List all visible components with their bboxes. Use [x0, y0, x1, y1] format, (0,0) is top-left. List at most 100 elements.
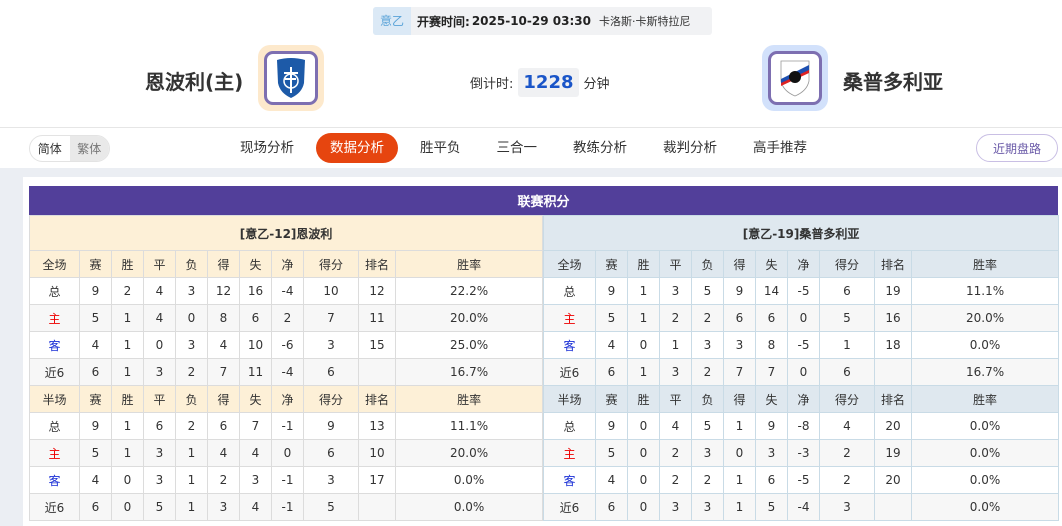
table-cell: 16.7%: [910, 358, 1060, 386]
column-header: 胜: [111, 250, 144, 278]
tab-5[interactable]: 裁判分析: [663, 140, 717, 156]
table-cell: 4: [79, 466, 112, 494]
recent-handicap-button[interactable]: 近期盘路: [976, 134, 1058, 162]
away-team-name[interactable]: 桑普多利亚: [843, 70, 943, 94]
table-cell: 3: [239, 466, 272, 494]
column-header: 排名: [358, 250, 396, 278]
column-header: 赛: [79, 385, 112, 413]
team-standing-title: [意乙-19]桑普多利亚: [542, 215, 1060, 251]
table-cell: 9: [79, 277, 112, 305]
away-team-logo[interactable]: [762, 45, 828, 111]
table-cell: 2: [819, 439, 875, 467]
table-cell: 0: [627, 493, 660, 521]
table-cell: 0.0%: [910, 466, 1060, 494]
table-cell: 1: [627, 304, 660, 332]
column-header: 得分: [303, 250, 359, 278]
table-cell: 1: [723, 466, 756, 494]
column-header: 胜: [627, 385, 660, 413]
column-header: 负: [691, 250, 724, 278]
table-cell: 10: [358, 439, 396, 467]
tab-1[interactable]: 数据分析: [316, 133, 398, 163]
simplified-button[interactable]: 简体: [37, 142, 62, 156]
table-cell: 4: [143, 277, 176, 305]
column-header: 胜率: [910, 250, 1060, 278]
column-header: 排名: [874, 250, 912, 278]
table-row: 总 9 1 3 5 9 14 -5 6 19 11.1%: [543, 277, 1060, 305]
standings-table: [意乙-19]桑普多利亚 全场赛胜平负得失净得分 排名 胜率总 9 1 3 5 9 14 -5 6 19…: [542, 215, 1060, 521]
home-team-name[interactable]: 恩波利(主): [145, 70, 244, 94]
tab-0[interactable]: 现场分析: [240, 140, 294, 156]
table-cell: 1: [111, 331, 144, 359]
row-label: 客: [543, 331, 596, 359]
column-header: 负: [175, 385, 208, 413]
column-header: 失: [755, 250, 788, 278]
table-cell: 4: [595, 331, 628, 359]
table-cell: 5: [79, 304, 112, 332]
table-cell: 0: [787, 304, 820, 332]
table-cell: 1: [111, 439, 144, 467]
table-cell: 6: [79, 493, 112, 521]
column-header: 平: [659, 385, 692, 413]
table-cell: 1: [627, 277, 660, 305]
table-cell: 17: [358, 466, 396, 494]
table-cell: 2: [271, 304, 304, 332]
divider: [0, 127, 1062, 128]
tab-3[interactable]: 三合一: [496, 140, 538, 156]
table-cell: 3: [659, 358, 692, 386]
empoli-crest-icon: [277, 58, 305, 98]
kickoff-label: 开赛时间:: [417, 14, 470, 29]
countdown-unit: 分钟: [583, 77, 610, 92]
column-header: 全场: [29, 250, 80, 278]
table-cell: 11: [239, 358, 272, 386]
column-header: 排名: [874, 385, 912, 413]
league-tag[interactable]: 意乙: [373, 7, 412, 35]
tab-6[interactable]: 高手推荐: [753, 140, 807, 156]
table-cell: 0: [175, 304, 208, 332]
table-cell: 9: [303, 412, 359, 440]
table-row: 近6 6 0 3 3 1 5 -4 3 0.0%: [543, 493, 1060, 521]
table-cell: -8: [787, 412, 820, 440]
table-cell: 4: [143, 304, 176, 332]
countdown-label: 倒计时:: [470, 77, 514, 92]
table-cell: 6: [303, 439, 359, 467]
countdown-value: 1228: [518, 68, 579, 97]
table-cell: 10: [239, 331, 272, 359]
table-cell: 1: [723, 493, 756, 521]
table-row: 总 9 2 4 3 12 16 -4 10 12 22.2%: [29, 277, 544, 305]
sampdoria-crest-icon: [780, 60, 810, 97]
row-label: 近6: [29, 493, 80, 521]
table-cell: 20.0%: [394, 304, 544, 332]
table-cell: 3: [723, 331, 756, 359]
table-cell: 1: [111, 412, 144, 440]
league-standings-title: 联赛积分: [29, 186, 1058, 215]
table-cell: -6: [271, 331, 304, 359]
table-cell: 3: [143, 466, 176, 494]
column-header: 失: [239, 250, 272, 278]
table-cell: 3: [143, 358, 176, 386]
tab-4[interactable]: 教练分析: [573, 140, 627, 156]
half-header-row: 半场赛胜平负得失净得分 排名 胜率: [543, 385, 1060, 413]
home-team-logo[interactable]: [258, 45, 324, 111]
traditional-button[interactable]: 繁体: [69, 136, 109, 161]
table-cell: 6: [819, 277, 875, 305]
tab-2[interactable]: 胜平负: [420, 140, 461, 156]
home-standings: [意乙-12]恩波利 全场赛胜平负得失净得分 排名 胜率总 9 2 4 3 12 16 -4 10 12…: [28, 215, 544, 521]
column-header: 赛: [79, 250, 112, 278]
table-cell: 2: [659, 304, 692, 332]
table-cell: 3: [659, 493, 692, 521]
column-header: 得: [723, 385, 756, 413]
table-cell: [358, 358, 396, 386]
table-cell: 3: [175, 331, 208, 359]
table-cell: 2: [691, 304, 724, 332]
column-header: 胜: [627, 250, 660, 278]
venue: 卡洛斯·卡斯特拉尼: [598, 15, 691, 28]
table-cell: 20.0%: [394, 439, 544, 467]
table-cell: 3: [691, 439, 724, 467]
column-header: 胜: [111, 385, 144, 413]
table-cell: 0: [787, 358, 820, 386]
table-cell: 8: [207, 304, 240, 332]
table-cell: -4: [271, 358, 304, 386]
table-cell: 18: [874, 331, 912, 359]
table-cell: 1: [111, 304, 144, 332]
table-cell: 1: [819, 331, 875, 359]
